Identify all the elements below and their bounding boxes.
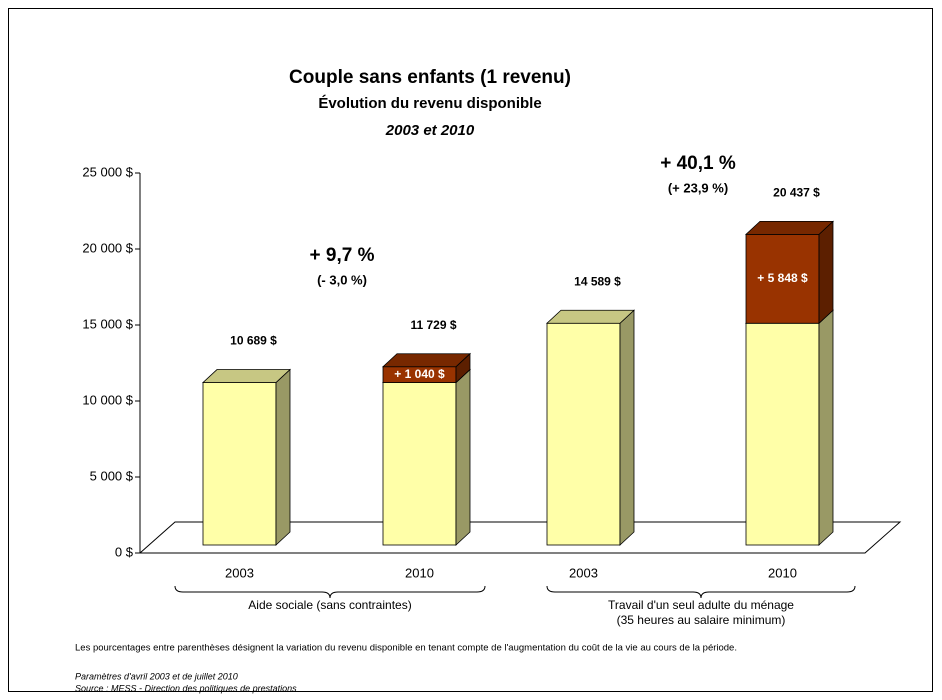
annotation: + 40,1 % — [660, 153, 736, 174]
total-label: 11 729 $ — [410, 318, 456, 332]
group-label: (35 heures au salaire minimum) — [617, 613, 786, 627]
chart-subtitle: Évolution du revenu disponible — [318, 95, 541, 112]
bar — [546, 322, 621, 546]
source: Source : MESS - Direction des politiques… — [75, 683, 297, 693]
y-tick-label: 5 000 $ — [90, 468, 134, 483]
data-label: + 5 848 $ — [757, 271, 808, 285]
bar-top — [744, 220, 835, 235]
chart-subtitle: 2003 et 2010 — [385, 122, 475, 139]
chart-title: Couple sans enfants (1 revenu) — [289, 67, 571, 88]
annotation: + 9,7 % — [310, 245, 375, 266]
bar — [382, 382, 457, 546]
source: Paramètres d'avril 2003 et de juillet 20… — [75, 671, 238, 681]
annotation: (- 3,0 %) — [317, 272, 367, 287]
bar-side — [455, 368, 471, 546]
brace — [546, 585, 856, 599]
footnote: Les pourcentages entre parenthèses désig… — [75, 643, 737, 654]
y-tick-label: 25 000 $ — [82, 164, 133, 179]
y-tick-label: 20 000 $ — [82, 240, 133, 255]
bar-top — [545, 309, 636, 324]
floor — [138, 521, 902, 554]
total-label: 10 689 $ — [230, 334, 277, 348]
bar-side — [275, 368, 291, 546]
bar — [745, 233, 820, 324]
y-tick-label: 15 000 $ — [82, 316, 133, 331]
bar — [202, 382, 277, 546]
x-tick-label: 2010 — [768, 565, 797, 580]
bar-side — [818, 220, 834, 325]
bar-top — [381, 353, 472, 368]
group-label: Aide sociale (sans contraintes) — [248, 598, 411, 612]
bar-side — [818, 309, 834, 546]
x-tick-label: 2003 — [225, 565, 254, 580]
total-label: 20 437 $ — [773, 186, 820, 200]
bar-side — [619, 309, 635, 546]
data-label: + 1 040 $ — [394, 367, 445, 381]
annotation: (+ 23,9 %) — [668, 180, 728, 195]
y-tick-label: 10 000 $ — [82, 392, 133, 407]
bar — [745, 322, 820, 546]
bar-top — [201, 369, 292, 383]
total-label: 14 589 $ — [574, 274, 621, 288]
x-tick-label: 2003 — [569, 565, 598, 580]
x-tick-label: 2010 — [405, 565, 434, 580]
group-label: Travail d'un seul adulte du ménage — [608, 598, 794, 612]
brace — [174, 585, 486, 599]
y-tick-label: 0 $ — [115, 544, 134, 559]
